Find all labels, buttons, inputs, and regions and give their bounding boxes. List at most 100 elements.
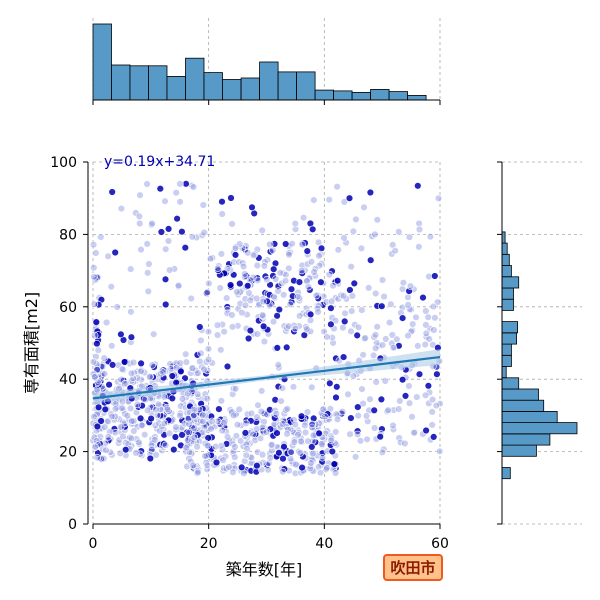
scatter-point: [266, 425, 275, 433]
scatter-point: [174, 281, 183, 290]
scatter-point: [90, 433, 99, 441]
y-marginal-bar: [501, 287, 514, 300]
scatter-point: [333, 383, 341, 391]
y-tick-label: 20: [59, 445, 77, 461]
scatter-point: [317, 278, 325, 286]
scatter-point: [273, 312, 281, 320]
scatter-point: [434, 194, 443, 203]
y-tick-label: 40: [59, 372, 77, 388]
scatter-point: [298, 463, 306, 472]
scatter-point: [162, 300, 170, 309]
scatter-point: [127, 333, 136, 341]
scatter-point: [229, 411, 238, 420]
scatter-point: [201, 439, 210, 448]
scatter-point: [280, 443, 288, 451]
scatter-point: [286, 300, 294, 308]
scatter-point: [188, 233, 197, 241]
scatter-point: [228, 408, 236, 416]
scatter-point: [325, 270, 334, 279]
y-tick-label: 100: [50, 155, 77, 171]
scatter-point: [306, 310, 315, 319]
scatter-point: [231, 453, 239, 461]
scatter-point: [177, 367, 185, 376]
scatter-point: [422, 307, 430, 315]
scatter-point: [302, 304, 311, 313]
scatter-point: [231, 244, 240, 253]
scatter-point: [111, 405, 120, 413]
regression-layer: [92, 349, 441, 404]
scatter-point: [178, 395, 187, 403]
scatter-point: [156, 411, 165, 420]
scatter-point: [130, 427, 138, 435]
scatter-point: [228, 220, 236, 228]
scatter-point: [217, 250, 226, 258]
scatter-point: [303, 247, 311, 255]
scatter-point: [121, 446, 130, 454]
scatter-point: [199, 417, 207, 425]
y-marginal-bar: [501, 354, 512, 367]
scatter-point: [314, 463, 323, 471]
scatter-point: [102, 318, 111, 327]
scatter-point: [323, 410, 332, 418]
scatter-point: [303, 408, 312, 416]
scatter-point: [366, 188, 375, 197]
scatter-point: [127, 369, 136, 378]
scatter-point: [213, 321, 222, 329]
scatter-point: [212, 458, 221, 467]
scatter-point: [185, 420, 193, 428]
scatter-point: [214, 264, 222, 272]
scatter-point: [436, 447, 444, 455]
scatter-point: [298, 269, 306, 277]
scatter-point: [176, 411, 184, 420]
scatter-point: [315, 429, 323, 437]
scatter-point: [106, 448, 115, 456]
scatter-point: [352, 215, 360, 224]
x-marginal-bar: [148, 65, 168, 101]
scatter-point: [365, 284, 373, 292]
scatter-point: [100, 354, 108, 362]
scatter-point: [256, 434, 265, 442]
scatter-point: [116, 449, 124, 457]
scatter-point: [310, 268, 318, 276]
scatter-point: [194, 369, 202, 377]
scatter-point: [421, 391, 430, 399]
scatter-point: [101, 405, 110, 414]
scatter-point: [153, 411, 162, 419]
scatter-point: [358, 385, 366, 393]
scatter-point: [182, 350, 190, 358]
scatter-point: [127, 308, 135, 316]
scatter-point: [307, 258, 316, 266]
x-marginal-ticks: [92, 100, 441, 105]
scatter-point: [404, 301, 412, 309]
scatter-point: [260, 262, 269, 270]
scatter-point: [359, 399, 367, 408]
scatter-point: [350, 279, 358, 288]
scatter-point: [213, 331, 222, 339]
scatter-point: [266, 247, 275, 256]
scatter-point: [194, 393, 203, 401]
scatter-point: [228, 311, 236, 319]
scatter-point: [395, 342, 403, 350]
scatter-point: [126, 404, 135, 413]
scatter-point: [369, 351, 378, 360]
scatter-point: [108, 342, 116, 350]
scatter-point: [367, 256, 375, 264]
scatter-point: [372, 378, 380, 386]
scatter-point: [253, 245, 261, 254]
scatter-point: [321, 412, 329, 421]
scatter-point: [296, 312, 304, 320]
scatter-point: [221, 452, 230, 461]
scatter-point: [222, 440, 231, 448]
scatter-point: [279, 455, 287, 463]
scatter-point: [148, 445, 156, 453]
scatter-point: [345, 194, 354, 202]
scatter-point: [161, 275, 170, 283]
y-marginal-bar: [501, 265, 512, 278]
scatter-point: [281, 277, 290, 285]
scatter-point: [294, 292, 302, 301]
scatter-point: [317, 259, 326, 268]
y-marginal-bar: [501, 399, 545, 412]
scatter-point: [231, 464, 239, 472]
scatter-point: [218, 198, 226, 206]
confidence-band: [93, 349, 440, 404]
